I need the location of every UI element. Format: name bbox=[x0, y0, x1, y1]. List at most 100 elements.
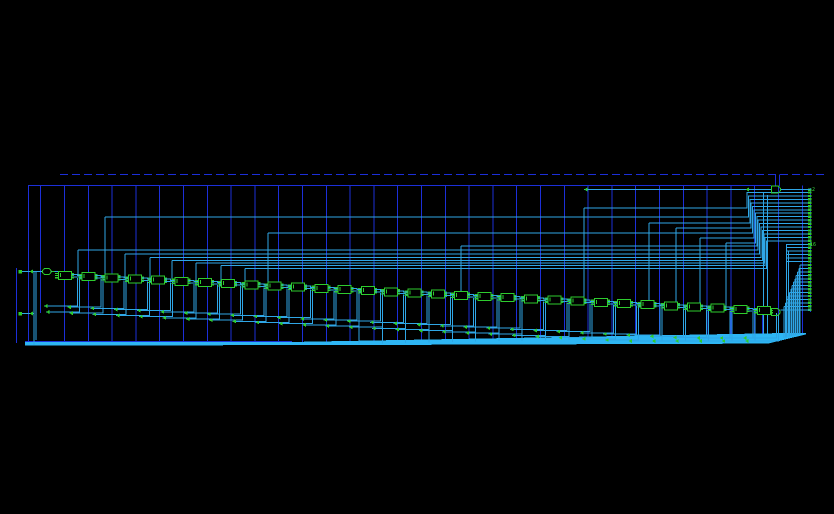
gate-pin-tick bbox=[660, 303, 664, 305]
gate-pin-tick bbox=[334, 286, 338, 288]
gate-connector-wire bbox=[187, 282, 198, 285]
gate-pin-tick bbox=[700, 304, 704, 306]
arrowhead-icon bbox=[393, 321, 397, 326]
gate-pin-tick bbox=[754, 310, 757, 312]
input-port-marker[interactable] bbox=[18, 269, 23, 274]
input-port-marker[interactable] bbox=[18, 311, 23, 316]
staple-wire bbox=[90, 280, 125, 309]
staple-wire bbox=[372, 295, 407, 329]
bus-width-label: 2 bbox=[812, 187, 816, 193]
gate-pin-tick bbox=[350, 291, 354, 293]
gate-connector-wire bbox=[653, 305, 664, 308]
gate-pin-tick bbox=[218, 283, 222, 285]
feedback-rail-wire bbox=[125, 223, 811, 255]
arrowhead-icon bbox=[67, 305, 71, 310]
output-pin-tick bbox=[807, 291, 812, 294]
staple-wire bbox=[440, 297, 475, 327]
gate-pin-tick bbox=[614, 303, 618, 305]
feedback-rail-wire bbox=[78, 219, 811, 251]
gate-pin-tick bbox=[117, 277, 121, 279]
gate-pin-tick bbox=[707, 309, 711, 312]
staple-wire bbox=[46, 279, 80, 313]
feedback-rail-wire bbox=[245, 240, 811, 269]
gate-connector-wire bbox=[117, 276, 128, 279]
gate-pin-tick bbox=[404, 290, 408, 292]
arrowhead-icon bbox=[347, 319, 351, 324]
gate-pin-tick bbox=[78, 276, 82, 278]
gate-pin-tick bbox=[187, 283, 191, 285]
gate-pin-tick bbox=[357, 292, 361, 294]
staple-wire bbox=[486, 300, 521, 329]
gate-pin-tick bbox=[257, 286, 261, 288]
gate-pin-tick bbox=[78, 278, 82, 280]
arrowhead-icon bbox=[465, 331, 469, 335]
gate-pin-tick bbox=[210, 284, 214, 286]
gate-pin-tick bbox=[537, 298, 540, 300]
staple-wire bbox=[232, 288, 267, 322]
staple-wire bbox=[207, 286, 242, 315]
gate-pin-tick bbox=[234, 280, 238, 283]
gate-pin-tick bbox=[630, 305, 634, 307]
gate-pin-tick bbox=[210, 279, 214, 281]
gate-pin-tick bbox=[521, 296, 524, 298]
staple-wire bbox=[649, 308, 684, 337]
output-pin-tick bbox=[807, 305, 812, 308]
gate-pin-tick bbox=[288, 284, 291, 286]
gate-pin-tick bbox=[630, 300, 634, 302]
gate-connector-wire bbox=[71, 274, 82, 277]
gate-pin-tick bbox=[327, 287, 331, 290]
output-pin-tick bbox=[807, 201, 812, 205]
gate-pin-tick bbox=[397, 291, 401, 293]
gate-pin-tick bbox=[497, 297, 501, 299]
gate-connector-wire bbox=[583, 299, 594, 302]
feedback-rail-wire bbox=[150, 226, 811, 258]
output-bus-band[interactable] bbox=[25, 333, 806, 346]
feedback-rail-wire bbox=[726, 212, 811, 244]
output-pin-tick bbox=[807, 294, 812, 298]
gate-connector-wire bbox=[700, 305, 711, 308]
arrowhead-icon bbox=[232, 319, 236, 324]
gate-connector-wire bbox=[630, 302, 641, 305]
arrowhead-icon bbox=[185, 317, 190, 321]
gate-pin-tick bbox=[397, 289, 401, 291]
gate-pin-tick bbox=[537, 296, 540, 298]
gate-connector-wire bbox=[606, 303, 618, 306]
staple-wire bbox=[253, 288, 288, 317]
gate-pin-tick bbox=[94, 276, 98, 278]
feedback-rail-wire bbox=[649, 198, 811, 224]
gate-pin-tick bbox=[521, 298, 524, 300]
buffer-gate[interactable] bbox=[42, 268, 52, 275]
output-pin-tick bbox=[807, 263, 812, 267]
output-pin-tick bbox=[807, 232, 812, 236]
gate-pin-tick bbox=[241, 284, 245, 286]
output-pin-tick bbox=[807, 298, 812, 301]
gate-pin-tick bbox=[124, 278, 128, 280]
gate-connector-wire bbox=[164, 278, 175, 281]
gate-pin-tick bbox=[746, 308, 750, 311]
gate-pin-tick bbox=[513, 297, 517, 299]
arrowhead-icon bbox=[46, 310, 50, 314]
output-pin-tick bbox=[807, 301, 812, 305]
gate-pin-tick bbox=[404, 294, 408, 296]
gate-pin-tick bbox=[700, 308, 704, 310]
gate-connector-wire bbox=[676, 304, 688, 307]
gate-pin-tick bbox=[280, 283, 284, 285]
gate-pin-tick bbox=[560, 299, 564, 301]
staple-wire bbox=[160, 283, 195, 313]
gate-pin-tick bbox=[140, 278, 144, 280]
output-pin-tick bbox=[807, 239, 812, 242]
gate-pin-tick bbox=[560, 297, 564, 299]
arrowhead-icon bbox=[488, 332, 493, 337]
gate-connector-wire bbox=[257, 283, 268, 286]
output-pin-tick bbox=[807, 246, 812, 249]
arrowhead-icon bbox=[442, 329, 446, 334]
gate-pin-tick bbox=[427, 295, 431, 298]
gate-connector-wire bbox=[676, 306, 688, 309]
gate-pin-tick bbox=[474, 296, 478, 298]
gate-pin-tick bbox=[187, 280, 191, 283]
gate-pin-tick bbox=[140, 280, 144, 282]
gate-pin-tick bbox=[583, 302, 587, 305]
arrowhead-icon bbox=[160, 309, 164, 314]
gate-pin-tick bbox=[164, 277, 168, 279]
